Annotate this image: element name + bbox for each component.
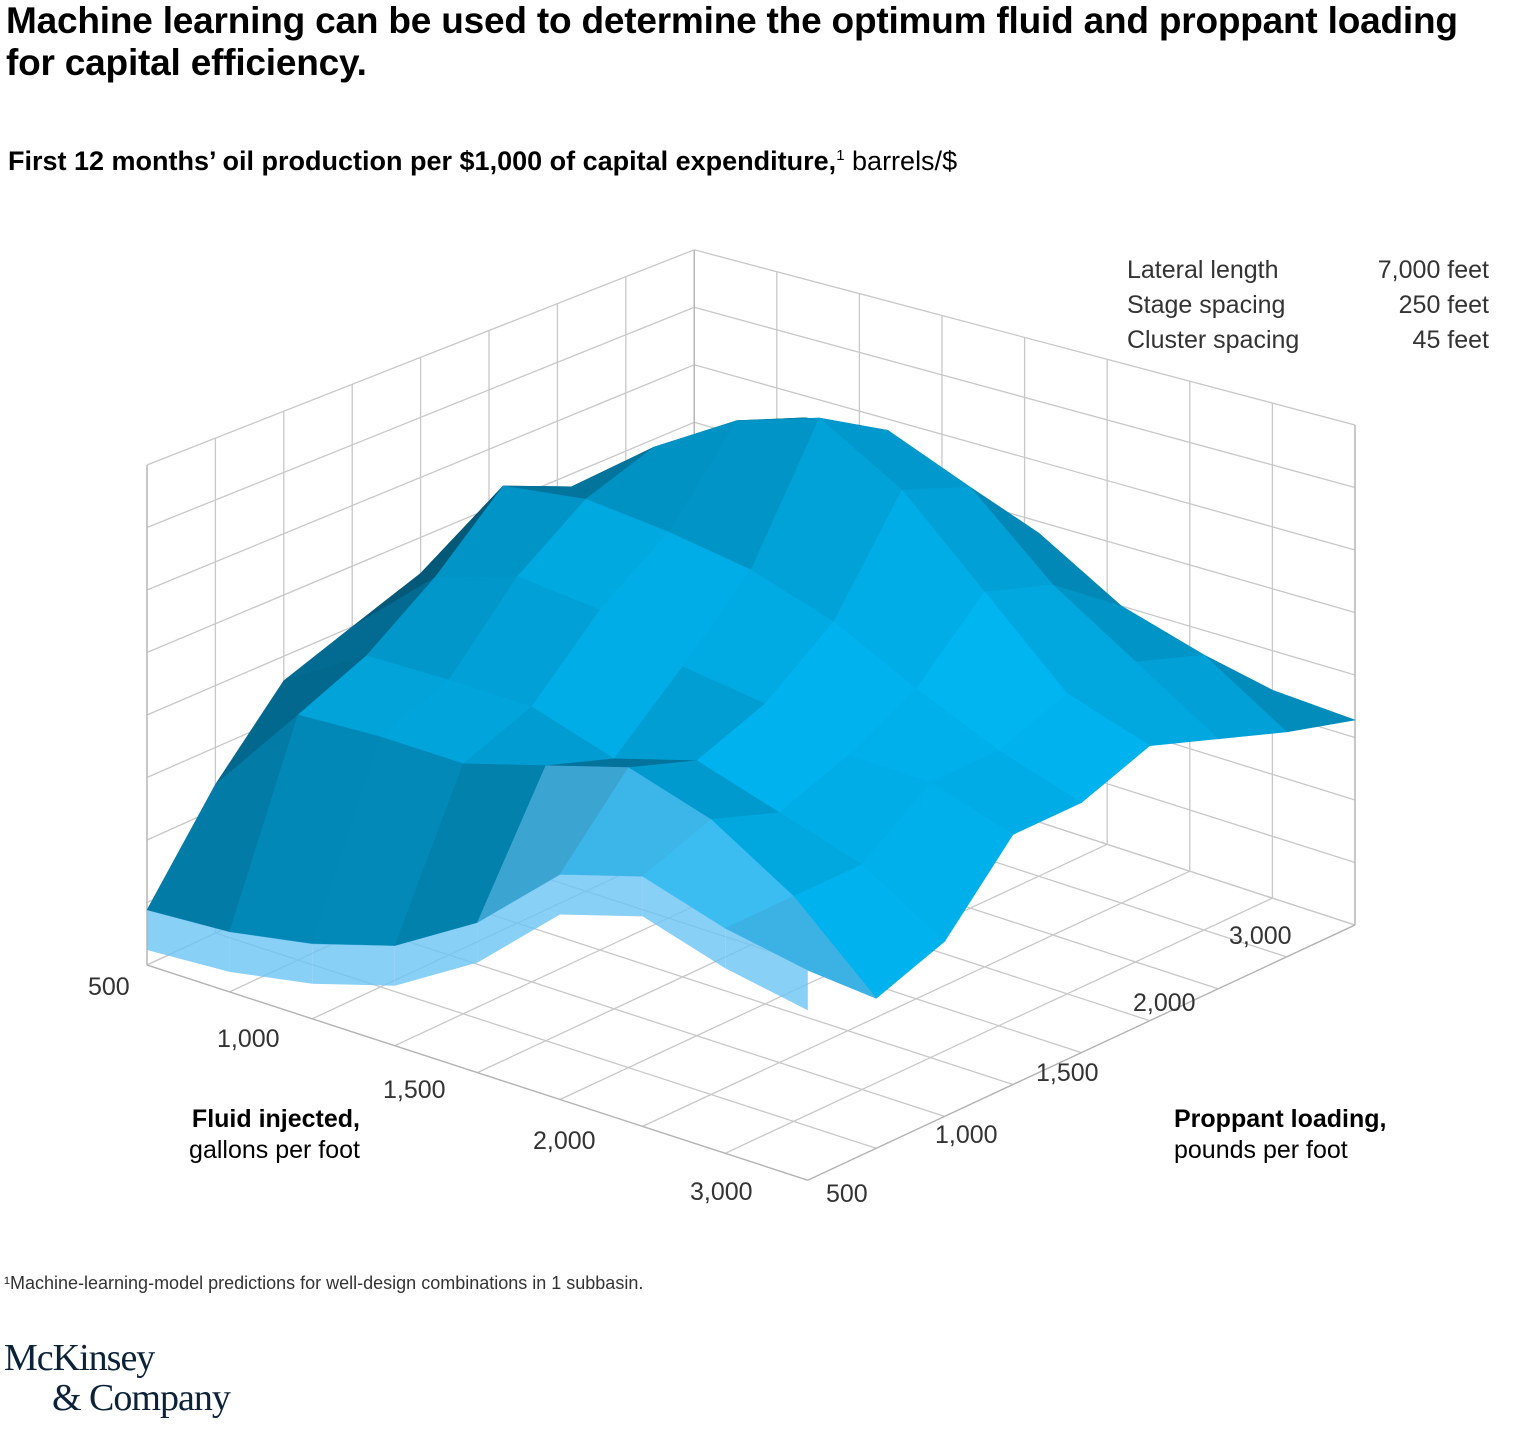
y-axis-label-unit: pounds per foot (1174, 1136, 1348, 1164)
spec-value: 7,000 feet (1377, 256, 1489, 284)
x-axis-label-unit: gallons per foot (189, 1136, 360, 1164)
subtitle-unit: barrels/$ (844, 146, 958, 176)
chart-subtitle: First 12 months’ oil production per $1,0… (8, 146, 957, 177)
surface-edge (147, 910, 230, 972)
floor-gridline (642, 870, 1191, 1127)
surface (146, 417, 1357, 1011)
wall-gridline (146, 306, 695, 529)
chart-title: Machine learning can be used to determin… (6, 0, 1458, 83)
y-tick-label: 2,000 (1133, 989, 1196, 1017)
tick-labels: 500 1,000 1,500 2,000 3,000 500 1,000 1,… (88, 922, 1292, 1208)
y-axis-line (807, 924, 1356, 1181)
x-axis-label-bold: Fluid injected, (191, 1105, 360, 1133)
spec-label: Cluster spacing (1127, 326, 1300, 354)
subtitle-main: First 12 months’ oil production per $1,0… (8, 146, 837, 176)
spec-value: 250 feet (1398, 291, 1489, 319)
wall-gridline (694, 306, 1356, 489)
well-specs: Lateral length 7,000 feet Stage spacing 25… (1127, 253, 1489, 358)
surface-edge (560, 874, 643, 917)
surface-edge (229, 931, 313, 984)
y-tick-label: 1,500 (1036, 1059, 1099, 1087)
x-axis-label: Fluid injected, gallons per foot (162, 1104, 360, 1166)
y-tick-label: 3,000 (1229, 922, 1292, 950)
wall-gridline (694, 364, 1356, 551)
wall-gridline (146, 421, 695, 654)
surface-edge (312, 943, 395, 986)
x-tick-label: 1,500 (383, 1076, 446, 1104)
spec-label: Lateral length (1127, 256, 1279, 284)
spec-row: Stage spacing 250 feet (1127, 288, 1489, 323)
footnote: ¹Machine-learning-model predictions for … (4, 1273, 644, 1293)
spec-row: Lateral length 7,000 feet (1127, 253, 1489, 288)
logo-line-1: McKinsey (4, 1337, 155, 1379)
y-tick-label: 1,000 (935, 1121, 998, 1149)
x-axis-line (146, 964, 809, 1181)
wall-gridline (146, 249, 695, 466)
floor-gridline (724, 897, 1273, 1154)
spec-value: 45 feet (1412, 326, 1489, 354)
spec-row: Cluster spacing 45 feet (1127, 323, 1489, 358)
wall-gridline (694, 249, 1356, 426)
mckinsey-logo: McKinsey & Company (4, 1337, 231, 1419)
x-tick-label: 2,000 (533, 1127, 596, 1155)
spec-label: Stage spacing (1127, 291, 1286, 319)
surface-edge (477, 874, 560, 963)
x-tick-label: 3,000 (690, 1178, 753, 1206)
wall-gridline (146, 364, 695, 591)
y-tick-label: 500 (826, 1180, 868, 1208)
x-tick-label: 500 (88, 973, 130, 1001)
surface-edge (725, 928, 808, 1011)
surface-edge (394, 922, 478, 986)
x-tick-label: 1,000 (217, 1025, 280, 1053)
surface-edge (642, 876, 726, 969)
y-axis-label-bold: Proppant loading, (1174, 1105, 1387, 1133)
logo-line-2: & Company (52, 1377, 231, 1419)
footnote-mark: 1 (836, 147, 845, 164)
y-axis-label: Proppant loading, pounds per foot (1174, 1104, 1387, 1166)
